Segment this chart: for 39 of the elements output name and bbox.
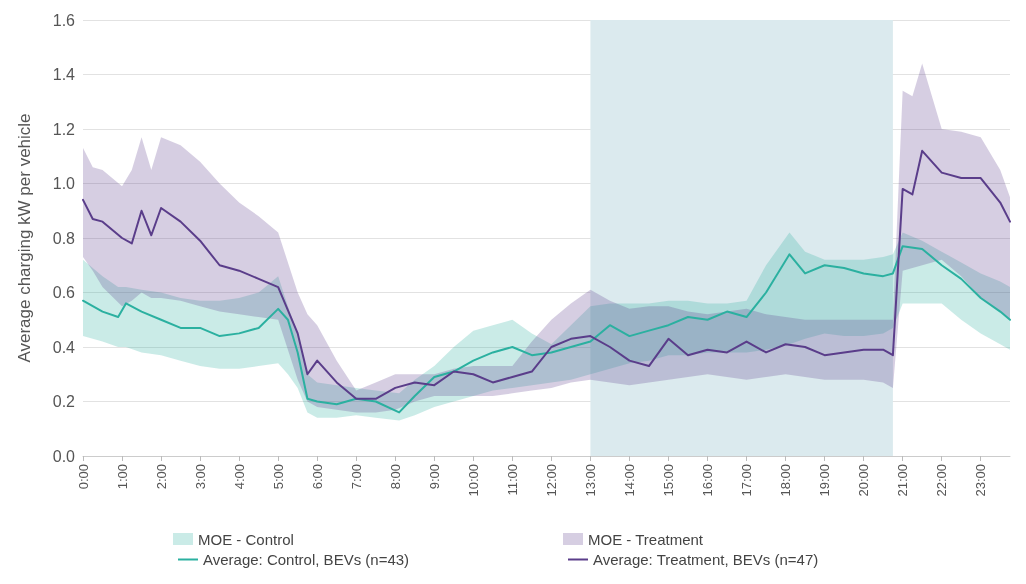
x-tick-label: 4:00: [231, 464, 247, 490]
x-tick-label: 20:00: [856, 464, 872, 497]
y-tick-label: 0.8: [52, 229, 76, 247]
y-tick-label: 1.0: [52, 175, 76, 192]
legend-label: Average: Treatment, BEVs (n=47): [593, 551, 819, 568]
y-tick-label: 0.4: [52, 338, 76, 356]
x-tick-label: 2:00: [153, 464, 169, 490]
x-tick-label: 5:00: [270, 464, 286, 490]
line-series: [82, 149, 1011, 400]
x-tick-label: 18:00: [778, 464, 794, 497]
x-tick-label: 22:00: [934, 464, 950, 497]
y-tick-label: 1.2: [52, 120, 76, 138]
x-tick-label: 10:00: [465, 464, 481, 497]
x-tick-label: 0:00: [75, 464, 91, 490]
legend-label: Average: Control, BEVs (n=43): [203, 551, 410, 568]
y-tick-label: 0.2: [52, 393, 76, 410]
x-tick-label: 13:00: [582, 464, 598, 497]
x-tick-label: 17:00: [739, 464, 755, 497]
x-tick-label: 23:00: [973, 464, 989, 497]
x-tick-label: 21:00: [895, 464, 911, 497]
x-tick-label: 8:00: [387, 464, 403, 490]
y-tick-label: 0.6: [52, 284, 76, 301]
y-tick-label: 0.0: [52, 447, 76, 465]
y-axis-title: Average charging kW per vehicle: [15, 113, 34, 363]
x-tick-label: 1:00: [114, 464, 130, 490]
x-tick-label: 7:00: [348, 464, 364, 490]
x-tick-label: 3:00: [192, 464, 208, 490]
text: MOE - Treatment: [588, 530, 704, 548]
text: MOE - Control: [198, 530, 294, 548]
x-tick-label: 16:00: [700, 464, 716, 497]
x-tick-label: 11:00: [504, 464, 520, 496]
x-tick-label: 14:00: [621, 464, 637, 497]
y-tick-label: 1.4: [52, 66, 76, 83]
y-tick-label: 1.6: [52, 11, 76, 29]
x-tick-label: 15:00: [660, 464, 676, 497]
x-tick-label: 6:00: [309, 464, 325, 490]
x-tick-label: 12:00: [543, 464, 559, 497]
x-tick-label: 19:00: [817, 464, 833, 497]
x-tick-label: 9:00: [426, 464, 442, 490]
